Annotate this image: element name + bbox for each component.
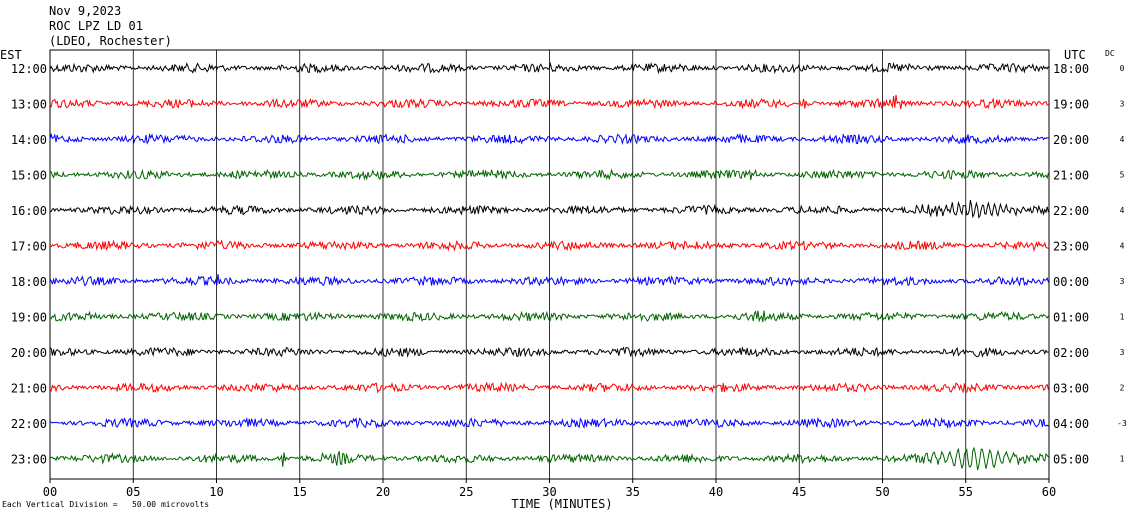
- chart-date: Nov 9,2023: [49, 4, 122, 18]
- row-labels: 12:00 18:00 013:00 19:00 314:00 20:00 415:00 21…: [11, 62, 1127, 467]
- right-time-label: 00:00: [1053, 275, 1089, 289]
- x-axis-label: TIME (MINUTES): [511, 497, 612, 511]
- right-time-label: 19:00: [1053, 98, 1089, 112]
- left-time-label: 22:00: [11, 417, 47, 431]
- x-tick-label: 30: [542, 485, 556, 499]
- trace-line: [49, 346, 1049, 358]
- x-tick-label: 35: [626, 485, 640, 499]
- left-time-label: 13:00: [11, 98, 47, 112]
- dc-offset-label: 3: [1120, 348, 1125, 357]
- trace-line: [49, 239, 1049, 252]
- x-tick-label: 50: [875, 485, 889, 499]
- x-tick-label: 40: [709, 485, 723, 499]
- x-tick-label: 45: [792, 485, 806, 499]
- x-tick-label: 00: [43, 485, 57, 499]
- right-time-label: 02:00: [1053, 346, 1089, 360]
- right-timezone-label: UTC: [1064, 48, 1086, 62]
- x-tick-label: 55: [959, 485, 973, 499]
- left-time-label: 14:00: [11, 133, 47, 147]
- right-time-label: 20:00: [1053, 133, 1089, 147]
- dc-column-header: DC: [1105, 49, 1115, 58]
- right-time-label: 21:00: [1053, 169, 1089, 183]
- seismic-traces: [49, 61, 1049, 471]
- dc-offset-label: 4: [1120, 135, 1125, 144]
- left-time-label: 17:00: [11, 240, 47, 254]
- x-tick-label: 05: [126, 485, 140, 499]
- right-time-label: 05:00: [1053, 453, 1089, 467]
- right-time-label: 01:00: [1053, 311, 1089, 325]
- x-tick-label: 25: [459, 485, 473, 499]
- dc-offset-label: 3: [1120, 100, 1125, 109]
- dc-offset-label: 4: [1120, 206, 1125, 215]
- trace-line: [49, 61, 1049, 75]
- left-time-label: 19:00: [11, 311, 47, 325]
- x-tick-label: 60: [1042, 485, 1056, 499]
- trace-line: [49, 310, 1049, 323]
- right-time-label: 04:00: [1053, 417, 1089, 431]
- dc-offset-label: -3: [1117, 419, 1127, 428]
- dc-offset-label: 5: [1120, 171, 1125, 180]
- trace-line: [49, 381, 1049, 394]
- dc-offset-label: 2: [1120, 384, 1125, 393]
- left-time-label: 15:00: [11, 169, 47, 183]
- trace-line: [49, 94, 1049, 110]
- right-time-label: 18:00: [1053, 62, 1089, 76]
- x-tick-label: 15: [293, 485, 307, 499]
- scale-footnote: Each Vertical Division = 50.00 microvolt…: [2, 500, 210, 509]
- dc-offset-label: 1: [1120, 455, 1125, 464]
- dc-offset-label: 4: [1120, 242, 1125, 251]
- trace-line: [49, 132, 1049, 146]
- left-time-label: 12:00: [11, 62, 47, 76]
- right-time-label: 22:00: [1053, 204, 1089, 218]
- trace-line: [49, 199, 1049, 219]
- x-tick-label: 20: [376, 485, 390, 499]
- trace-line: [49, 168, 1049, 181]
- trace-line: [49, 416, 1049, 430]
- right-time-label: 03:00: [1053, 382, 1089, 396]
- dc-offset-label: 3: [1120, 277, 1125, 286]
- trace-line: [49, 446, 1049, 471]
- x-axis: 00 05 10 15 20 25 30 35 40 45 50 55 60: [43, 479, 1056, 499]
- trace-line: [49, 273, 1049, 287]
- right-time-label: 23:00: [1053, 240, 1089, 254]
- dc-offset-label: 0: [1120, 64, 1125, 73]
- left-time-label: 23:00: [11, 453, 47, 467]
- chart-station: ROC LPZ LD 01: [49, 19, 143, 33]
- left-time-label: 18:00: [11, 275, 47, 289]
- left-time-label: 16:00: [11, 204, 47, 218]
- left-time-label: 21:00: [11, 382, 47, 396]
- chart-network: (LDEO, Rochester): [49, 34, 172, 48]
- x-tick-label: 10: [209, 485, 223, 499]
- left-timezone-label: EST: [0, 48, 22, 62]
- left-time-label: 20:00: [11, 346, 47, 360]
- dc-offset-label: 1: [1120, 313, 1125, 322]
- grid-lines: [49, 49, 1050, 480]
